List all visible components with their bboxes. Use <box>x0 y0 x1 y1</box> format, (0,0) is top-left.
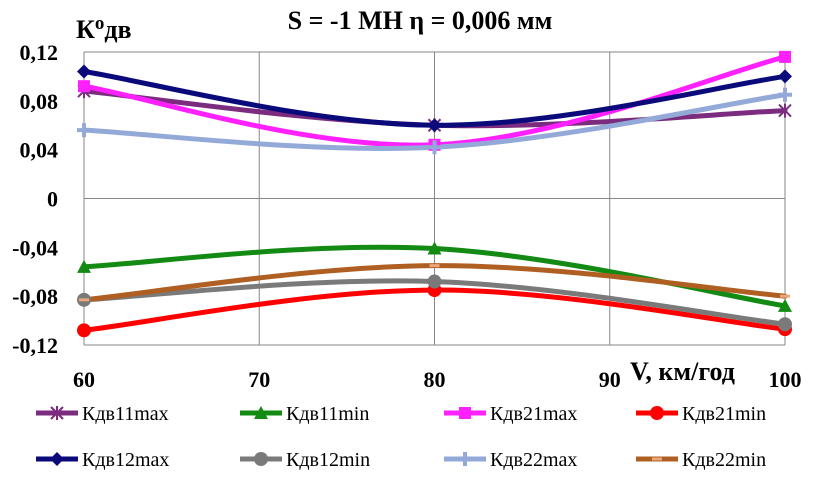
data-point-Кдв12max <box>77 64 91 79</box>
data-point-Кдв11min <box>77 259 91 273</box>
x-tick-label: 100 <box>769 367 802 392</box>
legend-label: Кдв11min <box>286 403 369 425</box>
x-tick-label: 60 <box>73 367 95 392</box>
legend-marker-Кдв12max <box>50 452 64 466</box>
legend-label: Кдв12min <box>286 449 370 471</box>
data-point-Кдв22max <box>77 123 91 138</box>
legend: Кдв11max Кдв11min Кдв21max Кдв21min Кдв12max… <box>36 403 766 471</box>
data-point-Кдв22max <box>427 140 442 155</box>
data-point-Кдв11min <box>427 241 442 255</box>
y-tick-label: 0 <box>47 187 58 212</box>
data-point-Кдв11max <box>778 103 792 118</box>
data-point-Кдв11min <box>778 298 792 312</box>
data-point-Кдв12max <box>778 69 792 84</box>
x-tick-label: 90 <box>599 367 621 392</box>
y-tick-label: -0,04 <box>12 235 58 260</box>
legend-marker-Кдв11max <box>50 406 64 420</box>
data-point-Кдв21max <box>78 80 90 93</box>
data-point-Кдв22min <box>79 298 89 302</box>
y-tick-label: 0,08 <box>20 89 59 114</box>
legend-label: Кдв22min <box>682 449 766 471</box>
legend-label: Кдв12max <box>82 449 169 471</box>
data-point-Кдв22min <box>780 294 790 298</box>
legend-label: Кдв22max <box>490 449 577 471</box>
legend-label: Кдв21max <box>490 403 577 425</box>
axes <box>83 51 785 346</box>
legend-marker-Кдв12min <box>254 452 268 466</box>
legend-label: Кдв11max <box>82 403 169 425</box>
y-tick-label: 0,04 <box>20 138 59 163</box>
legend-label: Кдв21min <box>682 403 766 425</box>
data-point-Кдв22min <box>429 264 440 268</box>
y-tick-label: 0,12 <box>20 40 59 65</box>
y-tick-label: -0,12 <box>12 333 58 358</box>
series-markers <box>77 50 792 338</box>
x-tick-labels: 60 70 80 90 100 <box>73 367 802 392</box>
legend-marker-Кдв22min <box>652 457 662 461</box>
data-point-Кдв22max <box>778 87 792 102</box>
data-point-Кдв21max <box>779 50 791 63</box>
x-tick-label: 80 <box>424 367 446 392</box>
legend-marker-Кдв21max <box>459 407 471 419</box>
data-point-Кдв21min <box>77 323 91 338</box>
legend-marker-Кдв11min <box>254 406 268 419</box>
data-point-Кдв12min <box>778 317 792 332</box>
y-axis-label: Кодв <box>76 13 132 44</box>
y-tick-labels: -0,12 -0,08 -0,04 0 0,04 0,08 0,12 <box>12 40 58 358</box>
data-point-Кдв12max <box>427 118 442 133</box>
legend-marker-Кдв21min <box>650 406 664 420</box>
data-point-Кдв12min <box>427 274 442 289</box>
x-axis-label: V, км/год <box>630 357 735 386</box>
x-tick-label: 70 <box>248 367 270 392</box>
y-tick-label: -0,08 <box>12 284 58 309</box>
legend-marker-Кдв22max <box>458 452 472 466</box>
chart-title: S = -1 МН η = 0,006 мм <box>288 6 553 35</box>
